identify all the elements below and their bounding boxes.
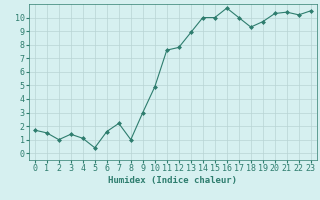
X-axis label: Humidex (Indice chaleur): Humidex (Indice chaleur) [108,176,237,185]
